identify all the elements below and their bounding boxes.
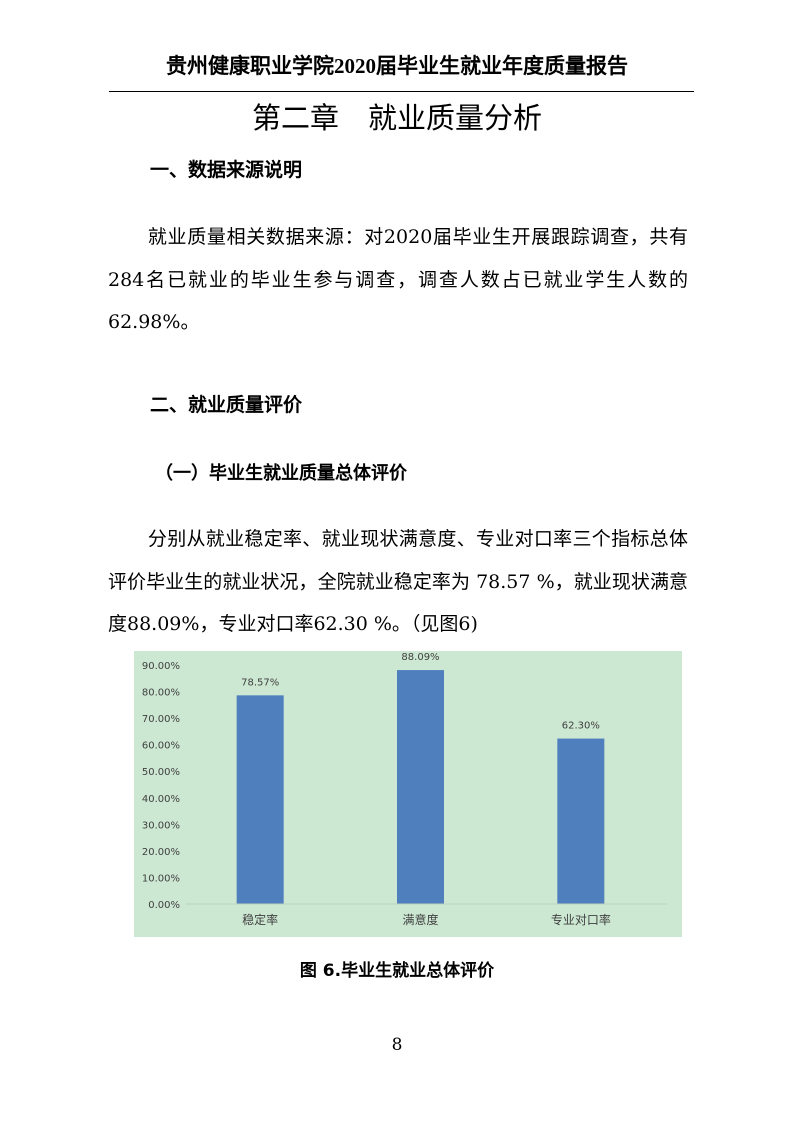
y-tick-label: 70.00% <box>142 714 180 725</box>
x-category-label: 满意度 <box>402 912 438 927</box>
data-label: 88.09% <box>401 652 439 663</box>
y-tick-label: 90.00% <box>142 661 180 672</box>
y-tick-label: 0.00% <box>148 900 180 911</box>
subsection-heading: （一）毕业生就业质量总体评价 <box>155 463 407 484</box>
chapter-title: 第二章 就业质量分析 <box>251 101 542 135</box>
bar <box>236 695 284 904</box>
section-heading-data-source: 一、数据来源说明 <box>150 159 303 181</box>
bar <box>557 738 605 904</box>
y-tick-label: 10.00% <box>142 873 180 884</box>
y-tick-label: 40.00% <box>142 794 180 805</box>
data-label: 62.30% <box>562 721 600 732</box>
paragraph-data-source: 就业质量相关数据来源：对2020届毕业生开展跟踪调查，共有284名已就业的毕业生… <box>108 226 688 333</box>
bar-chart: 0.00% 10.00% 20.00% 30.00% 40.00% 50.00% 60.00… <box>134 651 682 937</box>
figure-caption: 图 6.毕业生就业总体评价 <box>299 961 495 981</box>
header-rule <box>109 91 694 92</box>
data-label: 78.57% <box>241 677 279 688</box>
x-category-label: 专业对口率 <box>551 912 611 927</box>
paragraph-quality-evaluation: 分别从就业稳定率、就业现状满意度、专业对口率三个指标总体评价毕业生的就业状况，全… <box>108 528 688 635</box>
y-tick-label: 20.00% <box>142 847 180 858</box>
x-category-label: 稳定率 <box>242 912 278 927</box>
y-tick-label: 30.00% <box>142 820 180 831</box>
y-tick-label: 60.00% <box>142 741 180 752</box>
y-tick-label: 50.00% <box>142 767 180 778</box>
page-number: 8 <box>391 1035 403 1055</box>
bar <box>397 670 444 904</box>
section-heading-quality-evaluation: 二、就业质量评价 <box>150 394 303 416</box>
running-header: 贵州健康职业学院2020届毕业生就业年度质量报告 <box>166 54 628 78</box>
y-tick-label: 80.00% <box>142 688 180 699</box>
